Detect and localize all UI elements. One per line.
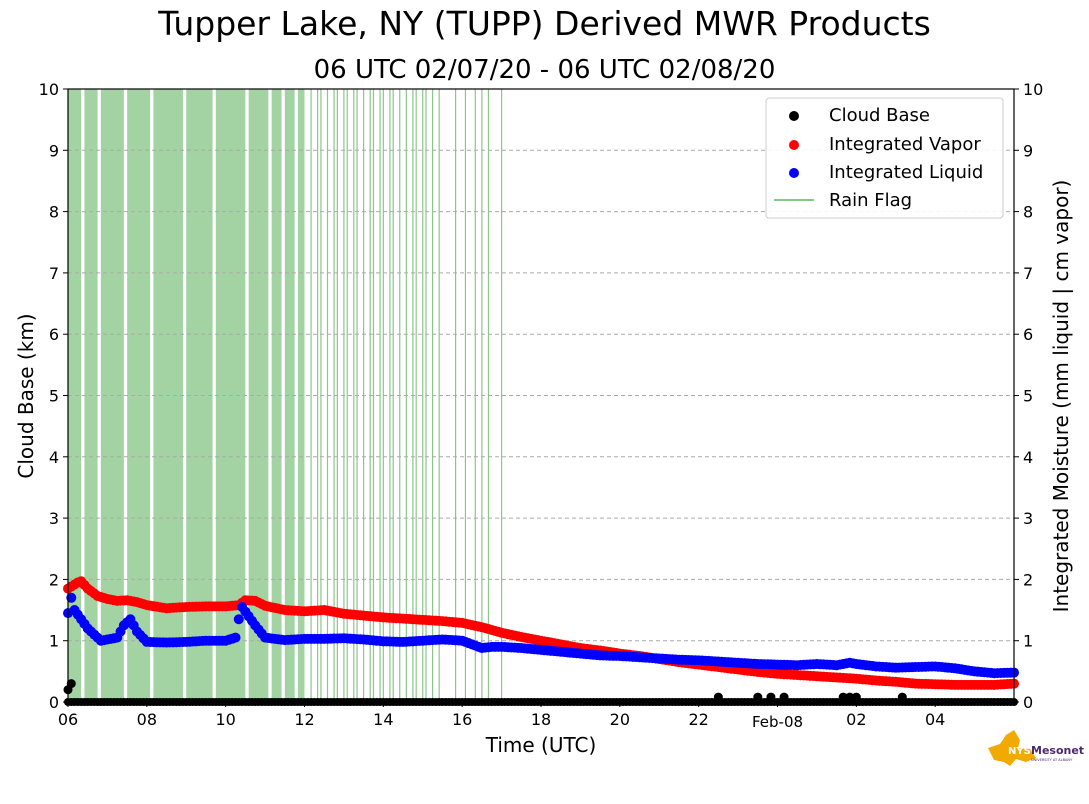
x-tick-label: 08 [137,710,157,729]
y2-tick-label: 7 [1023,264,1033,283]
rain-flag-span [68,89,82,702]
cloud-base-point [766,692,776,702]
integrated-liquid-series [63,592,1019,679]
x-tick-label: 20 [610,710,630,729]
logo-wordmark: Mesonet [1031,744,1084,757]
x-tick-label: 16 [452,710,472,729]
y-tick-label: 7 [49,264,59,283]
cloud-base-point [753,692,763,702]
legend: Cloud Base Integrated Vapor Integrated L… [765,97,1004,219]
cloud-base-point [66,679,76,689]
x-tick-label: 04 [925,710,945,729]
liquid-point [66,592,77,603]
integrated-vapor-series [63,576,1019,690]
nys-mesonet-logo: NYS Mesonet UNIVERSITY AT ALBANY [988,730,1084,766]
y2-axis-label: Integrated Moisture (mm liquid | cm vapo… [1049,180,1073,613]
x-tick-label: 12 [294,710,314,729]
x-tick-label: 14 [373,710,393,729]
legend-box [765,97,1004,219]
ny-state-shape-icon [988,730,1036,766]
y-tick-label: 5 [49,387,59,406]
y2-tick-label: 3 [1023,509,1033,528]
y-tick-label: 4 [49,448,59,467]
cloud-base-point [779,692,789,702]
y-tick-label: 8 [49,203,59,222]
cloud-base-point [897,692,907,702]
y-tick-label: 3 [49,509,59,528]
legend-label-rain-flag: Rain Flag [829,190,912,211]
y-tick-label: 2 [49,570,59,589]
x-tick-label: Feb-08 [752,713,803,731]
cloud-base-point [713,692,723,702]
chart-subtitle: 06 UTC 02/07/20 - 06 UTC 02/08/20 [313,55,776,85]
y-tick-label: 6 [49,325,59,344]
rain-flag-span [271,89,282,702]
x-tick-label: 06 [58,710,78,729]
x-tick-label: 10 [215,710,235,729]
rain-flag-span [284,89,295,702]
logo-subtext: UNIVERSITY AT ALBANY [1031,758,1073,762]
legend-label-integrated-liquid: Integrated Liquid [829,162,983,183]
legend-label-integrated-vapor: Integrated Vapor [829,134,981,155]
cloud-base-point [845,692,855,702]
chart-title: Tupper Lake, NY (TUPP) Derived MWR Produ… [158,4,931,43]
x-tick-label: 18 [531,710,551,729]
legend-marker-integrated-vapor [789,140,799,150]
y2-tick-label: 4 [1023,448,1033,467]
cloud-base-point [838,692,848,702]
y-tick-label: 9 [49,141,59,160]
x-tick-label: 22 [688,710,708,729]
y2-tick-label: 2 [1023,570,1033,589]
y2-tick-label: 5 [1023,387,1033,406]
legend-marker-cloud-base [789,111,799,121]
y-tick-label: 0 [49,693,59,712]
x-axis-label: Time (UTC) [485,733,597,757]
y2-tick-label: 8 [1023,203,1033,222]
y2-tick-label: 10 [1023,80,1043,99]
liquid-point [233,614,244,625]
y-tick-label: 10 [39,80,59,99]
cloud-base-point [851,692,861,702]
y-tick-label: 1 [49,632,59,651]
logo-text: NYS [1008,746,1031,757]
legend-label-cloud-base: Cloud Base [829,105,930,126]
y2-tick-label: 1 [1023,632,1033,651]
y-axis-label: Cloud Base (km) [14,313,38,478]
y2-tick-label: 0 [1023,693,1033,712]
y2-tick-label: 6 [1023,325,1033,344]
y2-tick-label: 9 [1023,141,1033,160]
x-tick-label: 02 [846,710,866,729]
legend-marker-integrated-liquid [789,168,799,178]
liquid-point [230,632,241,643]
